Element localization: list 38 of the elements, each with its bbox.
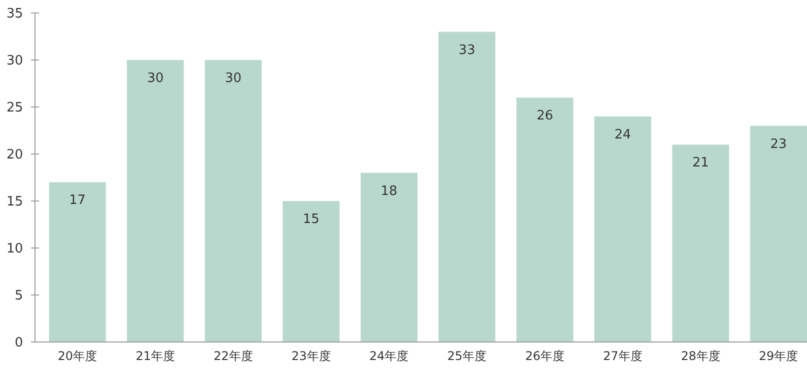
x-tick-label: 20年度: [58, 349, 98, 363]
data-label: 33: [458, 42, 476, 58]
data-label: 30: [147, 71, 164, 86]
y-tick-label: 30: [6, 54, 23, 69]
bar: [672, 144, 730, 342]
bar: [126, 60, 184, 342]
data-label: 24: [614, 127, 632, 142]
data-label: 30: [224, 71, 242, 86]
data-label: 17: [69, 193, 86, 208]
data-label: 15: [302, 212, 320, 227]
x-tick-label: 21年度: [136, 349, 175, 363]
y-tick-label: 20: [6, 148, 23, 163]
y-tick-label: 0: [14, 336, 23, 351]
data-label: 21: [692, 156, 709, 171]
x-tick-label: 23年度: [292, 349, 331, 363]
y-tick-label: 35: [6, 6, 23, 22]
y-tick-label: 15: [6, 194, 23, 210]
bar: [49, 182, 106, 342]
y-tick-label: 25: [6, 100, 23, 116]
y-tick-label: 5: [14, 288, 23, 304]
bar: [282, 201, 340, 342]
bar: [516, 98, 574, 342]
x-tick-label: 24年度: [369, 349, 409, 363]
x-tick-label: 22年度: [214, 349, 253, 363]
data-label: 18: [380, 184, 398, 199]
x-tick-label: 26年度: [525, 349, 564, 363]
data-label: 26: [536, 108, 554, 124]
x-tick-label: 25年度: [447, 349, 487, 363]
bar: [594, 116, 652, 342]
bar: [204, 60, 262, 342]
data-label: 23: [770, 136, 787, 152]
bar: [750, 126, 807, 342]
x-tick-label: 27年度: [603, 349, 642, 363]
bar: [360, 172, 418, 342]
x-tick-label: 28年度: [681, 349, 720, 363]
y-tick-label: 10: [6, 242, 23, 257]
x-tick-label: 29年度: [758, 349, 798, 363]
bar: [438, 32, 496, 342]
